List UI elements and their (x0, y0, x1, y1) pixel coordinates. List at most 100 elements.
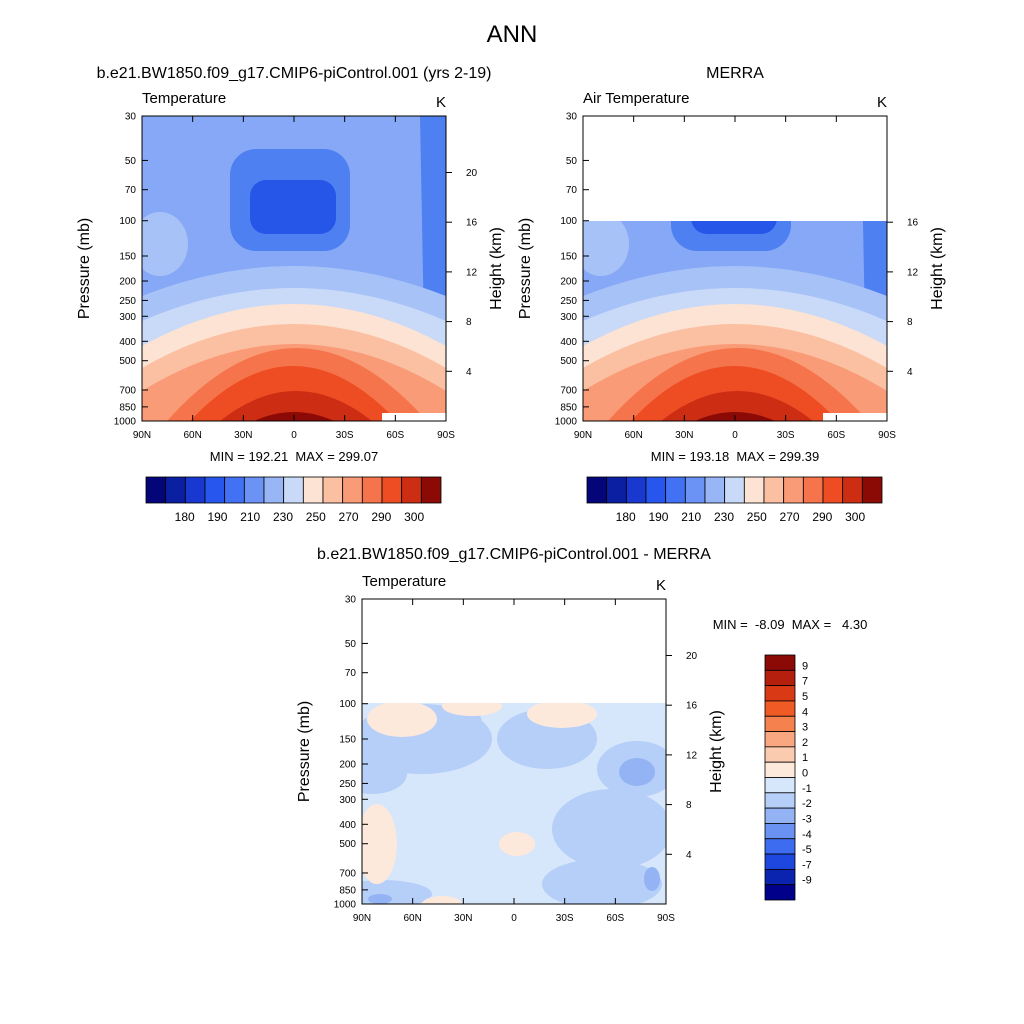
contour-fields (142, 116, 887, 904)
y2-tick-label: 20 (686, 651, 698, 662)
x-tick-label: 90N (353, 913, 371, 924)
stats: MIN = 192.21 MAX = 299.07 (210, 449, 378, 464)
contour-band (142, 212, 188, 276)
y-tick-label: 500 (339, 839, 356, 850)
colorbar-box (165, 476, 186, 504)
colorbar-label: -9 (802, 875, 812, 887)
y-tick-label: 700 (339, 868, 356, 879)
colorbar-label: 270 (339, 510, 359, 524)
colorbar-label: 230 (273, 510, 293, 524)
y2-tick-label: 4 (907, 367, 913, 378)
contour-band (362, 804, 397, 884)
y-tick-label: 50 (566, 156, 578, 167)
y-axis-title: Pressure (mb) (296, 701, 313, 802)
x-tick-label: 0 (291, 430, 297, 441)
colorbar-box (861, 476, 883, 504)
colorbar-box (842, 476, 863, 504)
contour-band (499, 832, 535, 856)
colorbar-box (724, 476, 745, 504)
x-tick-label: 60N (403, 913, 421, 924)
y2-tick-label: 20 (466, 168, 478, 179)
panel-title: b.e21.BW1850.f09_g17.CMIP6-piControl.001… (317, 546, 711, 563)
y-tick-label: 250 (119, 296, 136, 307)
panel-left-label: Temperature (142, 90, 226, 107)
contour-band (367, 701, 437, 737)
colorbar-label: 180 (175, 510, 195, 524)
x-tick-label: 90N (574, 430, 592, 441)
missing-data (583, 116, 887, 221)
colorbar-label: 300 (404, 510, 424, 524)
x-tick-label: 90S (878, 430, 896, 441)
y2-tick-label: 12 (686, 750, 698, 761)
y-tick-label: 1000 (114, 417, 137, 428)
y-tick-label: 850 (119, 402, 136, 413)
y-tick-label: 30 (125, 112, 137, 123)
colorbar-box (420, 476, 442, 504)
colorbar-box (684, 476, 706, 504)
x-tick-label: 0 (732, 430, 738, 441)
colorbar-box (783, 476, 804, 504)
x-tick-label: 90N (133, 430, 151, 441)
y-tick-label: 200 (119, 277, 136, 288)
colorbar-box (763, 476, 785, 504)
contour-band (644, 867, 660, 891)
y-tick-label: 70 (125, 185, 137, 196)
panel-left-label: Air Temperature (583, 90, 689, 107)
y-tick-label: 700 (560, 385, 577, 396)
colorbar-box (243, 476, 265, 504)
colorbar-box (802, 476, 824, 504)
x-tick-label: 60S (827, 430, 845, 441)
colorbar-box (283, 476, 304, 504)
contour-band (542, 859, 662, 904)
colorbar-box (764, 715, 796, 732)
colorbar-box (606, 476, 627, 504)
colorbar-box (764, 792, 796, 809)
colorbar-label: 0 (802, 768, 808, 780)
colorbar-box (704, 476, 726, 504)
y-tick-label: 100 (339, 699, 356, 710)
colorbar-box (342, 476, 363, 504)
y-tick-label: 1000 (334, 900, 357, 911)
y2-tick-label: 16 (686, 701, 698, 712)
y-tick-label: 700 (119, 385, 136, 396)
y-tick-label: 50 (125, 156, 137, 167)
colorbar-box (764, 777, 796, 794)
y-tick-label: 150 (119, 251, 136, 262)
y-tick-label: 300 (560, 312, 577, 323)
x-tick-label: 30N (454, 913, 472, 924)
colorbar-label: 9 (802, 660, 808, 672)
y2-axis-title: Height (km) (929, 227, 946, 310)
colorbar-label: 270 (780, 510, 800, 524)
y-tick-label: 250 (560, 296, 577, 307)
colorbar-box (764, 746, 796, 763)
colorbar-box (822, 476, 844, 504)
colorbar-box (645, 476, 667, 504)
colorbar-label: 290 (812, 510, 832, 524)
y2-axis-title: Height (km) (488, 227, 505, 310)
colorbar-box (302, 476, 324, 504)
contour-field (583, 116, 887, 421)
stats: MIN = 193.18 MAX = 299.39 (651, 449, 819, 464)
colorbar-label: -4 (802, 829, 812, 841)
y2-axis-title: Height (km) (708, 710, 725, 793)
x-tick-label: 60S (606, 913, 624, 924)
colorbar-box (322, 476, 344, 504)
contour-gap (382, 413, 446, 421)
colorbar-label: 250 (747, 510, 767, 524)
y-tick-label: 500 (119, 356, 136, 367)
colorbar-box (764, 761, 796, 778)
colorbar-label: 180 (616, 510, 636, 524)
colorbar-label: 3 (802, 722, 808, 734)
y-tick-label: 100 (560, 216, 577, 227)
y-tick-label: 70 (566, 185, 578, 196)
colorbar-box (381, 476, 403, 504)
colorbar-label: 210 (240, 510, 260, 524)
y-tick-label: 100 (119, 216, 136, 227)
contour-band (362, 754, 407, 794)
panel-left-label: Temperature (362, 573, 446, 590)
colorbar-box (764, 669, 796, 687)
x-tick-label: 30S (556, 913, 574, 924)
colorbar-box (764, 807, 796, 824)
colorbar-label: 7 (802, 676, 808, 688)
